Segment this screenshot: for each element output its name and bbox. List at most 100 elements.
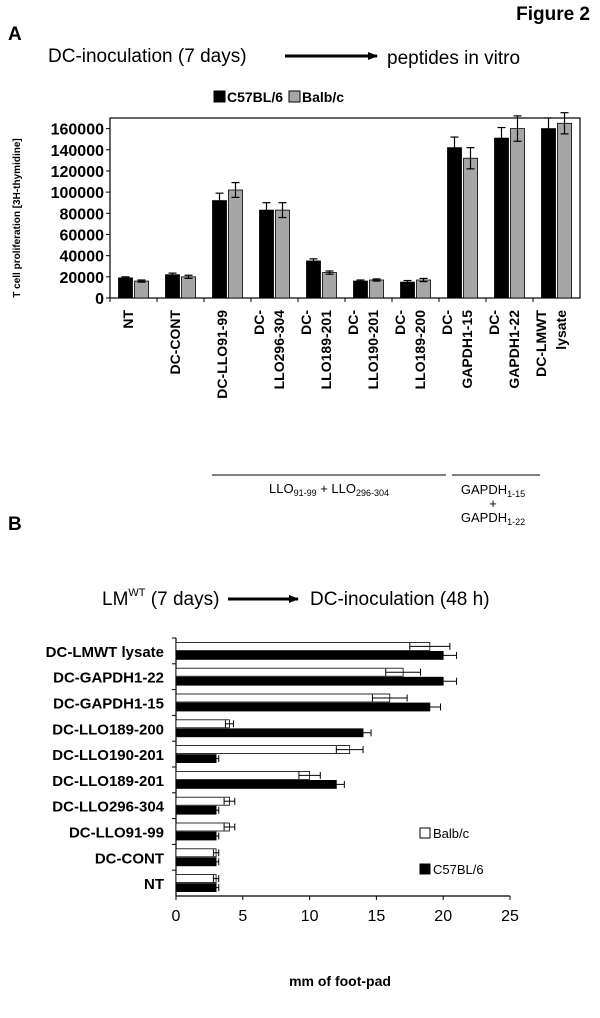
y-tick-label-a: 60000 xyxy=(60,227,105,244)
panel-b-protocol-left: LMWT (7 days) xyxy=(102,587,219,610)
bar-b xyxy=(175,676,444,686)
bar-b xyxy=(175,780,337,789)
bar-a xyxy=(541,128,556,299)
x-tick-label-b: 0 xyxy=(172,908,181,925)
category-label-a: NT xyxy=(120,310,136,329)
x-tick-label-b: 5 xyxy=(238,908,247,925)
bar-a xyxy=(463,157,478,299)
category-label-a: DC- xyxy=(392,310,408,335)
bar-b xyxy=(175,667,404,677)
bar-b xyxy=(175,651,444,660)
legend-label-a: Balb/c xyxy=(302,89,344,105)
panel-b-protocol-lm: LM xyxy=(102,589,128,610)
panel-b-protocol-days: (7 days) xyxy=(146,589,220,610)
category-label-a: DC- xyxy=(251,310,267,335)
category-label-a: DC- xyxy=(439,310,455,335)
legend-label-b: C57BL/6 xyxy=(433,862,484,877)
bar-b xyxy=(175,883,217,892)
y-tick-label-a: 0 xyxy=(95,291,104,308)
bar-a xyxy=(557,122,572,299)
y-axis-label-a: T cell proliferation [3H-thymidine] xyxy=(12,138,23,297)
category-label-a: lysate xyxy=(553,310,569,350)
bar-b xyxy=(175,831,217,841)
bar-a xyxy=(228,189,243,299)
category-label-b: DC-LLO296-304 xyxy=(52,799,164,816)
bar-a xyxy=(400,281,415,299)
category-label-a: DC- xyxy=(486,310,502,335)
bar-a xyxy=(165,274,180,299)
x-tick-label-b: 20 xyxy=(434,908,452,925)
x-tick-label-b: 15 xyxy=(368,908,386,925)
category-label-b: DC-LMWT lysate xyxy=(46,644,164,661)
y-tick-label-a: 40000 xyxy=(60,249,105,266)
x-tick-label-b: 10 xyxy=(301,908,319,925)
bar-b xyxy=(175,796,230,806)
legend-swatch-a xyxy=(213,90,226,103)
legend-swatch-b xyxy=(419,863,431,875)
y-tick-label-a: 140000 xyxy=(51,143,104,160)
bar-a xyxy=(369,279,384,299)
legend-swatch-b xyxy=(419,827,431,839)
category-label-a: LLO190-201 xyxy=(365,310,381,390)
bar-a xyxy=(181,276,196,299)
category-label-b: DC-LLO189-201 xyxy=(52,773,164,790)
bar-b xyxy=(175,642,431,651)
panel-a-protocol-right: peptides in vitro xyxy=(387,48,520,69)
bar-b xyxy=(175,822,230,832)
group-label-llo: LLO91-99 + LLO296-304 xyxy=(269,481,389,498)
bar-b xyxy=(175,719,230,729)
category-label-a: DC-LLO91-99 xyxy=(214,310,230,399)
category-label-a: DC-LMWT xyxy=(533,310,549,377)
bar-b xyxy=(175,805,217,815)
plot-frame-a xyxy=(109,117,581,299)
group-label-gapdh-1: GAPDH1-15 xyxy=(461,482,525,499)
category-label-b: NT xyxy=(144,876,164,893)
panel-a-protocol-left: DC-inoculation (7 days) xyxy=(48,46,247,67)
category-label-a: LLO189-200 xyxy=(412,310,428,390)
y-tick-label-a: 20000 xyxy=(60,270,105,287)
category-label-a: DC- xyxy=(298,310,314,335)
bar-b xyxy=(175,702,431,712)
category-label-a: LLO189-201 xyxy=(318,310,334,390)
bar-a xyxy=(275,209,290,299)
bar-a xyxy=(212,200,227,299)
bar-b xyxy=(175,754,217,763)
bar-a xyxy=(494,137,509,299)
bar-a xyxy=(322,272,337,299)
bar-a xyxy=(353,280,368,299)
group-label-gapdh-plus: + xyxy=(489,496,497,511)
panel-b-protocol-sup: WT xyxy=(128,587,145,599)
category-label-b: DC-GAPDH1-15 xyxy=(53,696,164,713)
y-tick-label-a: 100000 xyxy=(51,185,104,202)
category-label-b: DC-LLO190-201 xyxy=(52,747,164,764)
bar-a xyxy=(447,147,462,299)
bar-a xyxy=(259,209,274,299)
panel-b-protocol-right: DC-inoculation (48 h) xyxy=(310,589,490,610)
panel-a-label: A xyxy=(8,24,22,45)
y-tick-label-a: 160000 xyxy=(51,122,104,139)
bar-a xyxy=(510,128,525,299)
x-tick-label-b: 25 xyxy=(501,908,519,925)
legend-label-b: Balb/c xyxy=(433,826,470,841)
bar-a xyxy=(306,260,321,299)
category-label-b: DC-GAPDH1-22 xyxy=(53,670,164,687)
category-label-b: DC-CONT xyxy=(95,850,164,867)
group-label-gapdh-2: GAPDH1-22 xyxy=(461,510,525,527)
category-label-a: GAPDH1-22 xyxy=(506,310,522,389)
bar-a xyxy=(416,279,431,299)
bar-a xyxy=(134,280,149,299)
legend-swatch-a xyxy=(288,90,301,103)
chart-a: C57BL/6 Balb/c 0 20000 40000 60000 80000 100000… xyxy=(12,89,581,399)
x-axis-label-b: mm of foot-pad xyxy=(289,973,391,989)
chart-b: 0 5 10 15 20 25 mm of foot-pad DC-LMWT lysate DC… xyxy=(46,637,519,989)
figure-title: Figure 2 xyxy=(516,4,590,25)
bar-a xyxy=(118,277,133,299)
bar-b xyxy=(175,848,217,858)
bar-b xyxy=(175,693,391,703)
category-label-a: LLO296-304 xyxy=(271,310,287,390)
category-label-a: DC-CONT xyxy=(167,310,183,375)
bar-b xyxy=(175,771,311,780)
legend-label-a: C57BL/6 xyxy=(227,89,283,105)
bar-b xyxy=(175,857,217,867)
